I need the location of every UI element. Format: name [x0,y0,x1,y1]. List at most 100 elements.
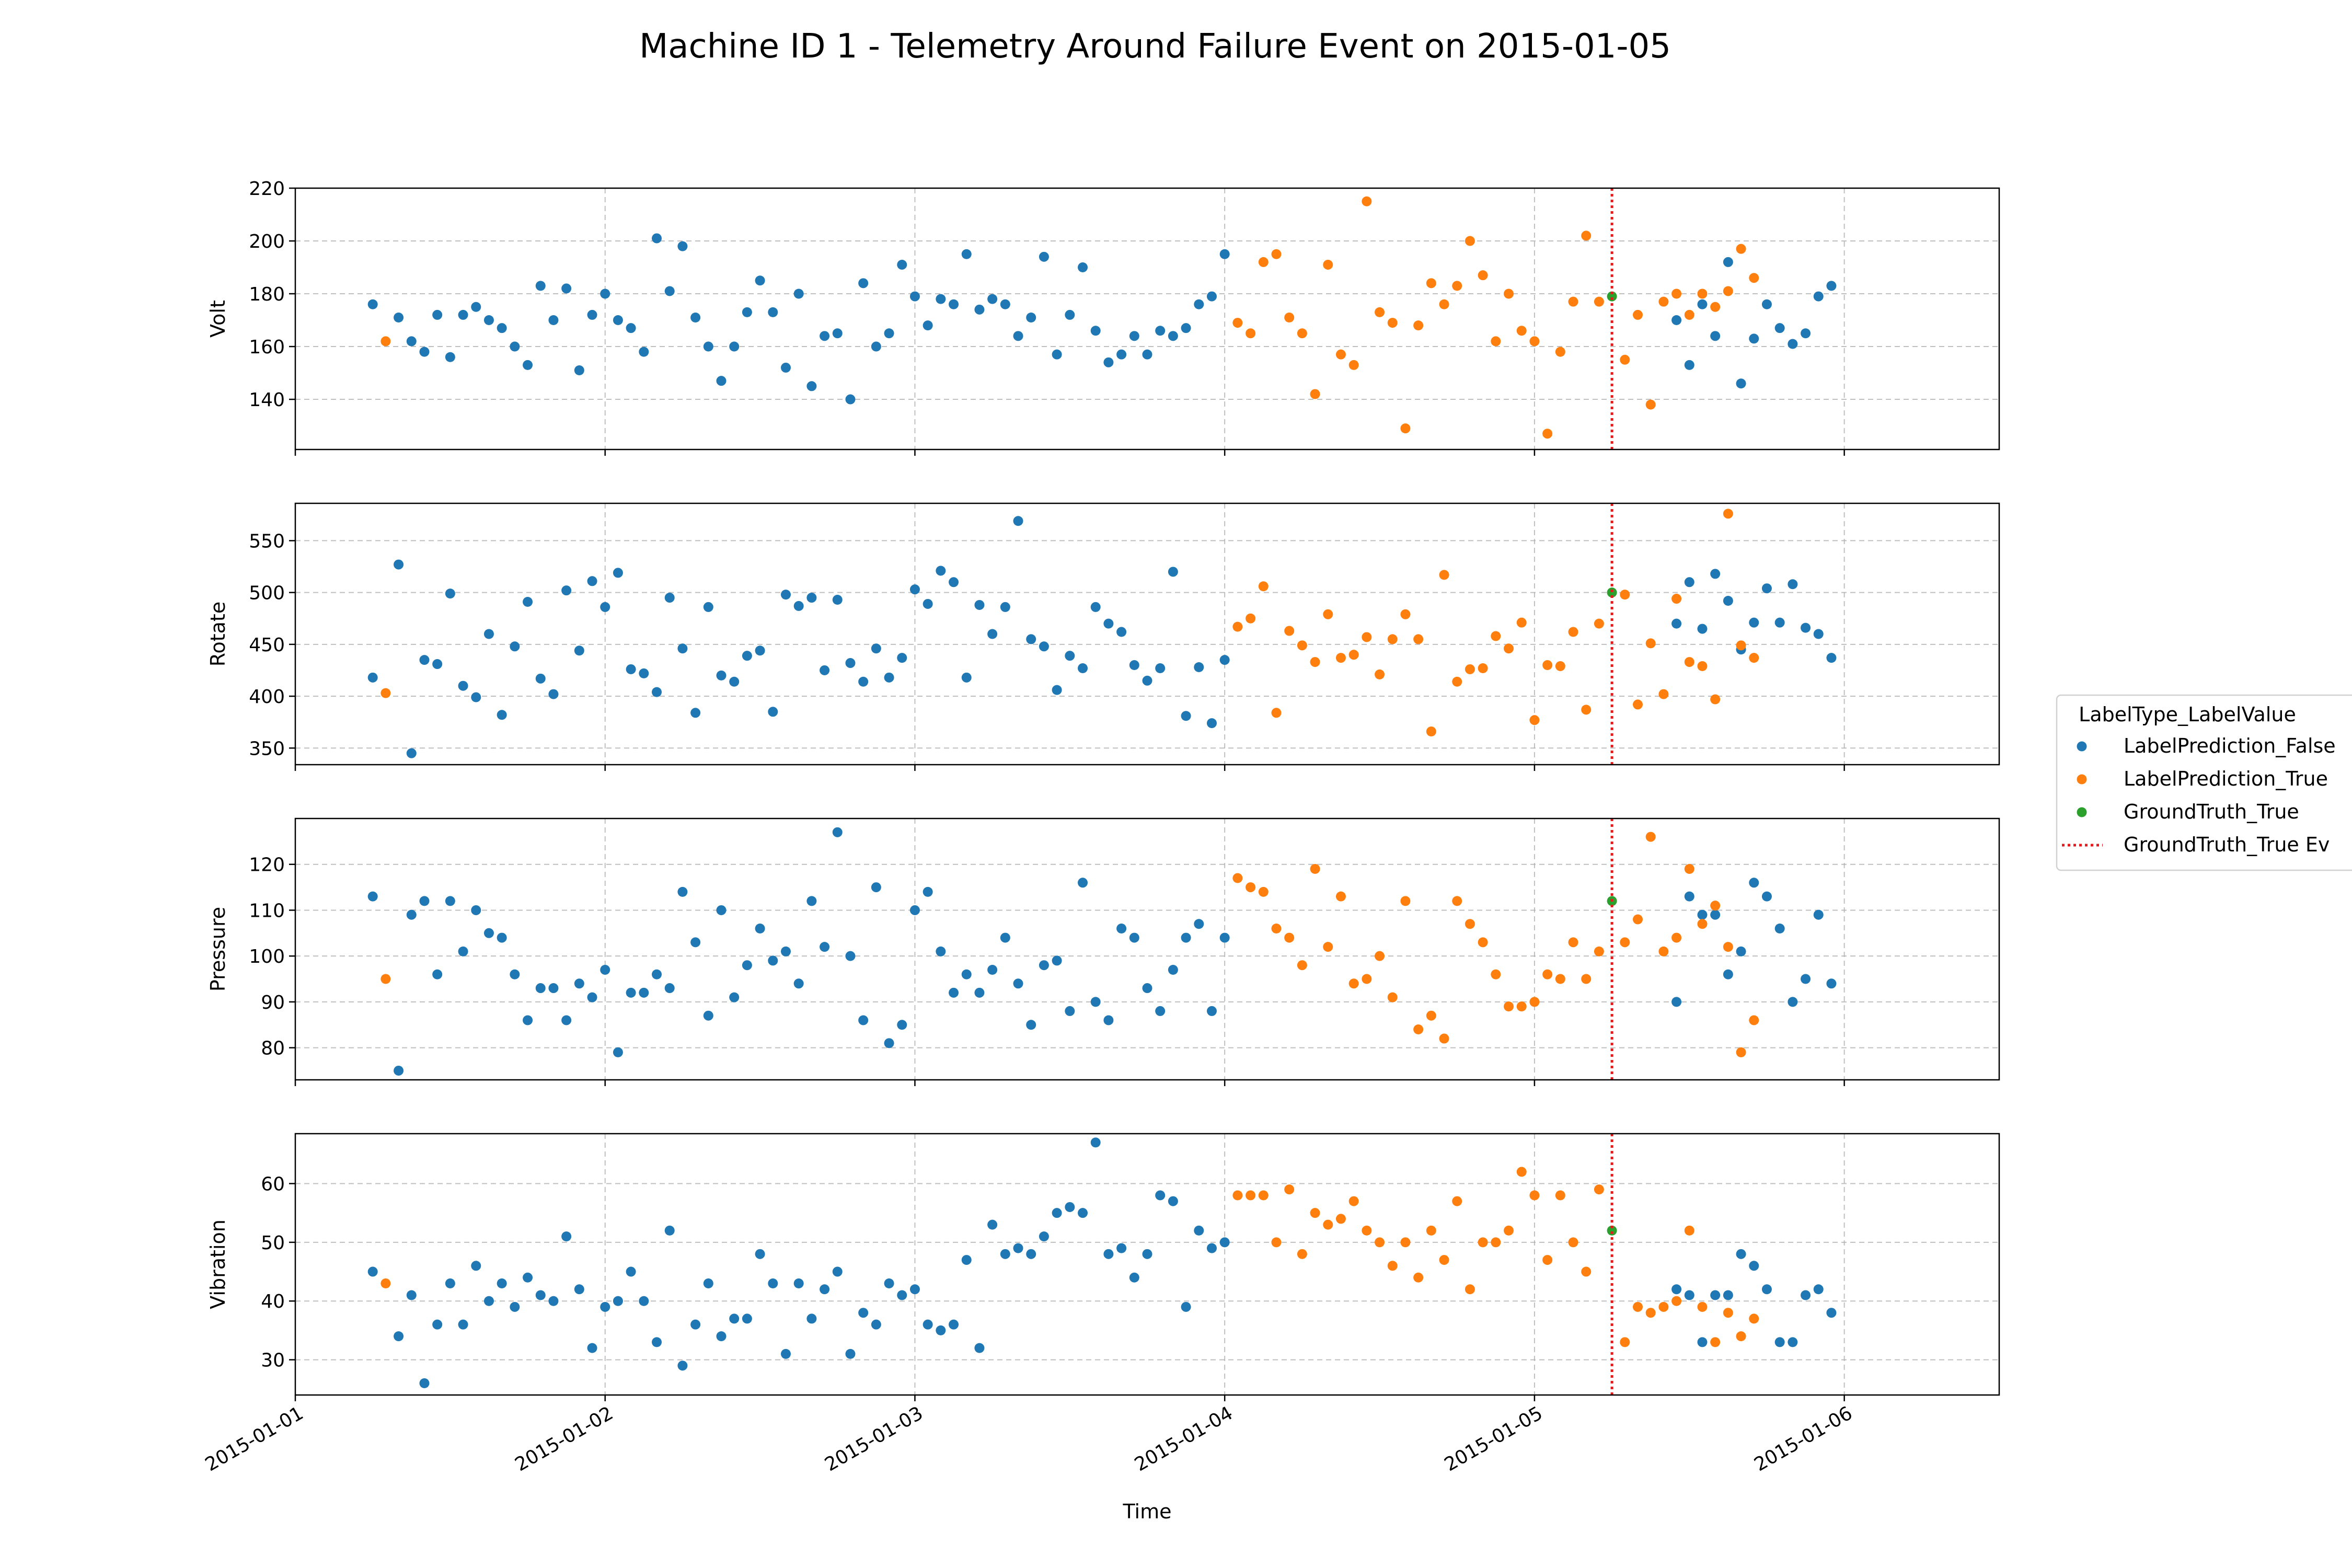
point-prediction-false [535,1290,546,1300]
point-prediction-true [1348,360,1359,370]
point-prediction-false [677,886,688,897]
point-prediction-false [394,1331,404,1342]
point-prediction-false [1013,331,1023,341]
point-prediction-false [703,341,713,352]
point-prediction-false [432,1319,443,1330]
point-prediction-true [1620,354,1630,365]
point-prediction-true [1542,1255,1553,1265]
point-prediction-false [1671,618,1682,629]
point-prediction-false [1181,323,1191,333]
y-tick-label: 400 [249,686,285,708]
point-prediction-false [561,1231,572,1242]
point-prediction-true [1697,1301,1708,1312]
point-prediction-true [1400,1237,1411,1248]
point-prediction-false [1065,651,1075,661]
point-prediction-false [1813,909,1824,920]
point-prediction-true [1297,960,1307,971]
point-prediction-true [1632,699,1643,710]
point-prediction-false [936,566,946,576]
point-prediction-true [1594,618,1604,629]
point-prediction-true [1478,937,1488,948]
point-prediction-false [1090,997,1101,1007]
point-prediction-true [381,336,391,347]
point-prediction-false [1219,655,1230,665]
point-prediction-true [1400,423,1411,434]
point-prediction-true [1362,196,1372,206]
point-prediction-false [497,1278,507,1289]
legend-entry-label: GroundTruth_True Ev [2124,833,2330,856]
point-prediction-true [1335,653,1346,663]
point-prediction-false [1116,1243,1127,1253]
point-prediction-false [716,905,727,915]
point-prediction-false [716,670,727,681]
point-prediction-false [961,1255,972,1265]
point-prediction-false [1181,932,1191,943]
point-prediction-true [1697,289,1708,299]
point-prediction-true [1362,974,1372,984]
point-prediction-false [1181,711,1191,721]
point-prediction-false [1039,1231,1049,1242]
point-prediction-false [510,1301,520,1312]
point-prediction-false [1723,257,1733,267]
point-prediction-false [419,347,430,357]
point-prediction-false [587,1343,597,1353]
point-prediction-true [381,1278,391,1289]
point-prediction-false [1090,326,1101,336]
point-prediction-false [1684,1290,1694,1300]
point-prediction-true [1620,1337,1630,1347]
y-axis-label: Volt [206,300,229,338]
point-prediction-false [742,651,752,661]
point-prediction-true [1504,1001,1514,1012]
y-axis-label: Vibration [206,1219,229,1309]
point-prediction-false [574,645,584,656]
point-prediction-false [432,969,443,979]
point-prediction-false [703,1010,713,1021]
point-prediction-true [1736,244,1746,254]
point-prediction-false [1813,629,1824,639]
point-prediction-false [1052,685,1062,695]
point-prediction-false [613,568,623,578]
point-prediction-true [1232,318,1243,328]
point-prediction-true [1542,660,1553,671]
point-prediction-false [729,1313,740,1324]
point-prediction-false [419,655,430,665]
y-tick-label: 140 [249,389,285,411]
point-prediction-false [923,1319,933,1330]
point-prediction-false [445,352,455,362]
point-prediction-true [1504,1225,1514,1236]
point-prediction-true [1478,270,1488,281]
point-prediction-false [1065,309,1075,320]
point-prediction-false [961,969,972,979]
point-prediction-false [845,394,856,405]
point-prediction-true [1271,708,1282,718]
point-prediction-false [548,315,559,326]
point-prediction-true [1439,1255,1449,1265]
point-prediction-true [1335,891,1346,902]
point-prediction-true [1232,873,1243,883]
point-prediction-true [1323,1219,1333,1230]
point-prediction-true [1529,1190,1540,1201]
point-prediction-true [1310,389,1320,399]
point-prediction-true [1465,236,1475,246]
point-prediction-false [1697,299,1708,309]
point-prediction-false [1684,577,1694,587]
point-prediction-false [483,1296,494,1306]
y-tick-label: 50 [261,1232,285,1254]
point-prediction-false [394,559,404,570]
point-prediction-false [1684,891,1694,902]
point-prediction-true [1284,626,1295,636]
point-prediction-false [574,365,584,375]
point-prediction-true [1439,570,1449,580]
point-prediction-false [949,577,959,587]
point-prediction-true [1632,309,1643,320]
point-prediction-true [1723,1308,1733,1318]
point-prediction-true [1658,689,1669,699]
point-prediction-true [1310,863,1320,874]
point-prediction-true [1684,863,1694,874]
point-prediction-false [523,1272,533,1283]
point-prediction-true [1348,650,1359,660]
point-prediction-false [535,281,546,291]
point-prediction-false [1826,653,1837,663]
point-prediction-true [1710,302,1721,312]
point-prediction-false [1774,323,1785,333]
